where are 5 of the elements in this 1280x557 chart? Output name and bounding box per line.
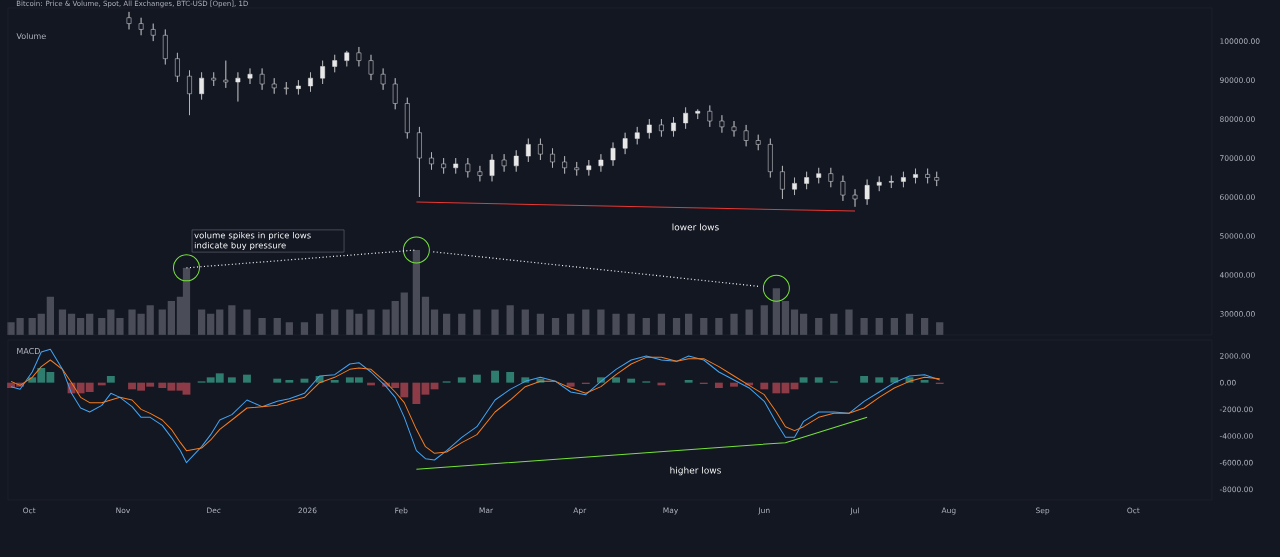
annotation: volume spikes in price lows indicate buy pressure [194,231,311,251]
text: MACD [17,347,40,355]
chart-title: Volume [16,32,46,40]
annotation: lower lows [672,223,719,231]
annotation: higher lows [670,466,721,476]
